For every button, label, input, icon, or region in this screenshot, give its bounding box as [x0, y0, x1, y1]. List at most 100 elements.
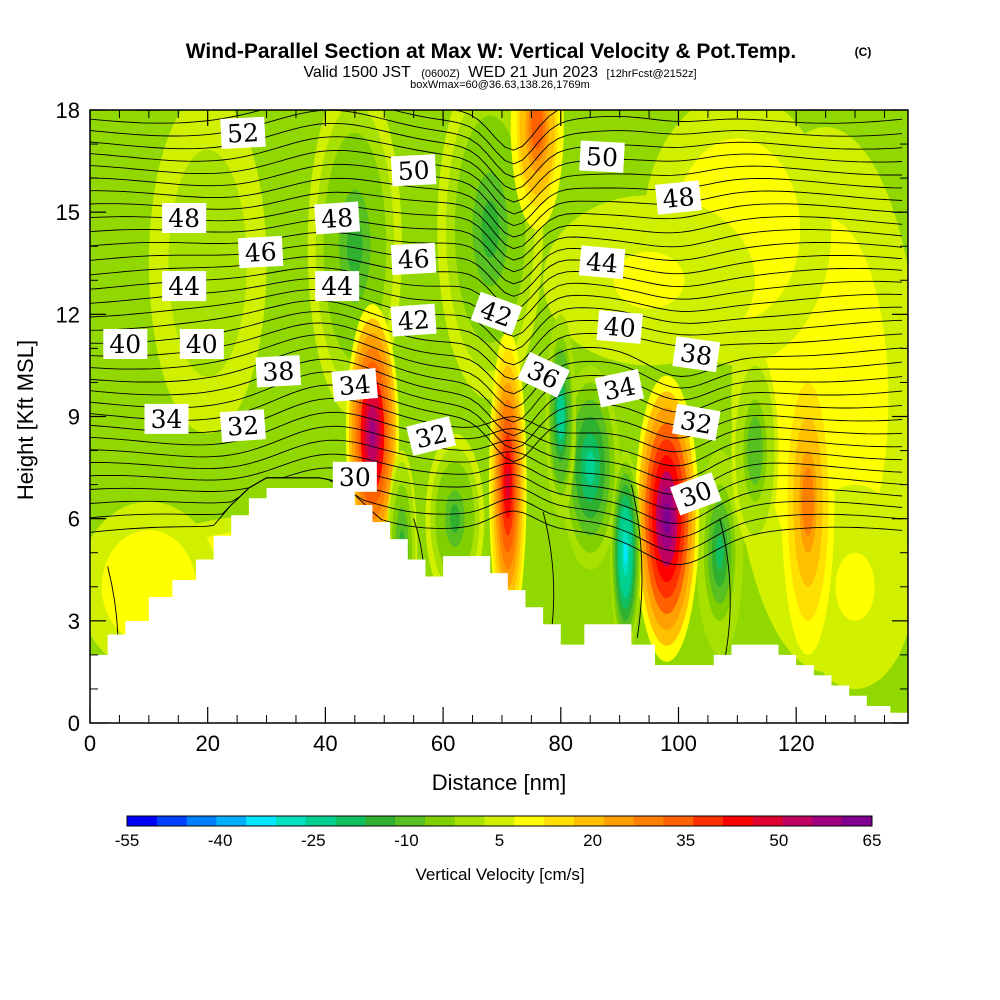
colorbar-tick-label: -55 [115, 831, 140, 850]
theta-label: 38 [255, 355, 302, 388]
theta-label-box [314, 201, 361, 235]
colorbar-swatch [723, 816, 754, 826]
isentrope [90, 334, 903, 409]
updraft-core [534, 115, 541, 139]
theta-label-text: 50 [585, 142, 618, 173]
colorbar-tick-label: -25 [301, 831, 326, 850]
updraft-core [369, 419, 376, 448]
theta-label: 44 [578, 245, 626, 280]
theta-label-box [578, 245, 626, 280]
theta-label-text: 46 [244, 237, 277, 268]
isentrope [719, 518, 731, 655]
x-tick-label: 80 [549, 731, 573, 756]
y-tick-label: 6 [68, 507, 80, 532]
theta-label-box [390, 154, 437, 187]
colorbar-swatch [425, 816, 456, 826]
theta-label: 40 [596, 310, 643, 344]
theta-label-text: 30 [339, 463, 371, 492]
x-axis-label: Distance [nm] [432, 770, 567, 795]
velocity-zone [585, 450, 596, 485]
theta-label-box [237, 235, 284, 269]
colorbar-swatch [395, 816, 426, 826]
downdraft-core [559, 405, 563, 428]
velocity-zone [715, 535, 724, 570]
velocity-zone [481, 200, 499, 258]
colorbar-tick-label: 35 [676, 831, 695, 850]
subtitle-date: WED 21 Jun 2023 [468, 64, 598, 81]
theta-label-text: 34 [601, 371, 638, 406]
colorbar-frame [126, 815, 873, 827]
theta-label: 48 [314, 201, 361, 235]
chart-title: Wind-Parallel Section at Max W: Vertical… [186, 40, 797, 63]
colorbar-swatch [365, 816, 396, 826]
y-axis-label: Height [Kft MSL] [13, 340, 38, 500]
theta-label-text: 38 [262, 356, 295, 387]
theta-label-box [390, 303, 437, 337]
y-tick-label: 0 [68, 711, 80, 736]
theta-label: 48 [654, 180, 702, 215]
colorbar-swatch [484, 816, 515, 826]
isentrope [90, 346, 903, 423]
theta-label: 32 [406, 416, 457, 456]
theta-label: 32 [672, 403, 721, 441]
axes: 0 20 40 60 80 100 120 0 3 6 9 12 15 18 [56, 98, 908, 756]
theta-label-box [390, 242, 437, 275]
isentrope [90, 311, 903, 380]
theta-label: 30 [332, 461, 377, 492]
colorbar-swatch [544, 816, 575, 826]
x-tick-label: 60 [431, 731, 455, 756]
theta-label-text: 52 [226, 118, 259, 149]
theta-label-box [103, 328, 148, 359]
theta-label-box [144, 403, 189, 434]
theta-label-box [219, 409, 266, 443]
theta-label-text: 32 [226, 411, 260, 442]
theta-label: 46 [237, 235, 284, 269]
theta-label: 32 [219, 409, 266, 443]
isentrope [90, 110, 903, 165]
theta-label-text: 48 [168, 204, 200, 233]
colorbar-swatch [574, 816, 605, 826]
theta-label-text: 40 [603, 312, 637, 344]
isentrope [90, 289, 903, 351]
theta-label-box [596, 310, 643, 344]
colorbar-swatch [454, 816, 486, 826]
theta-label-box [162, 202, 207, 233]
colorbar-swatch [156, 816, 188, 826]
colorbar-tick-label: 65 [863, 831, 882, 850]
theta-label-text: 40 [109, 330, 141, 359]
theta-label-text: 48 [320, 203, 354, 234]
downdraft-core [623, 541, 628, 565]
isentrope [630, 484, 643, 638]
theta-label: 48 [162, 202, 207, 233]
isentrope [90, 149, 903, 215]
subtitle-forecast: [12hrFcst@2152z] [607, 68, 697, 80]
colorbar-label: Vertical Velocity [cm/s] [415, 865, 584, 884]
theta-label-text: 34 [338, 370, 372, 402]
isentrope [90, 322, 903, 395]
terrain [90, 488, 908, 723]
isentrope [90, 453, 903, 510]
velocity-zone [751, 433, 759, 468]
colorbar-tick-label: 20 [583, 831, 602, 850]
isentrope [90, 191, 903, 250]
theta-label-box [332, 461, 377, 492]
copyright-mark: (C) [855, 45, 872, 59]
isentrope [90, 163, 903, 227]
y-tick-label: 12 [56, 302, 80, 327]
colorbar-swatch [276, 816, 307, 826]
theta-label-text: 32 [678, 406, 714, 440]
colorbar-tick-label: -40 [208, 831, 233, 850]
theta-label-box [220, 116, 266, 149]
isentrope [90, 177, 903, 238]
velocity-zone [631, 266, 667, 295]
isentrope [90, 244, 903, 297]
theta-label: 44 [315, 271, 360, 302]
theta-label-box [179, 328, 224, 359]
theta-label: 40 [179, 328, 224, 359]
isentrope [90, 218, 903, 273]
isentrope [90, 411, 903, 467]
theta-label-box [470, 291, 523, 336]
isentrope [90, 300, 903, 366]
theta-label: 44 [162, 271, 207, 302]
colorbar-swatch [782, 816, 813, 826]
